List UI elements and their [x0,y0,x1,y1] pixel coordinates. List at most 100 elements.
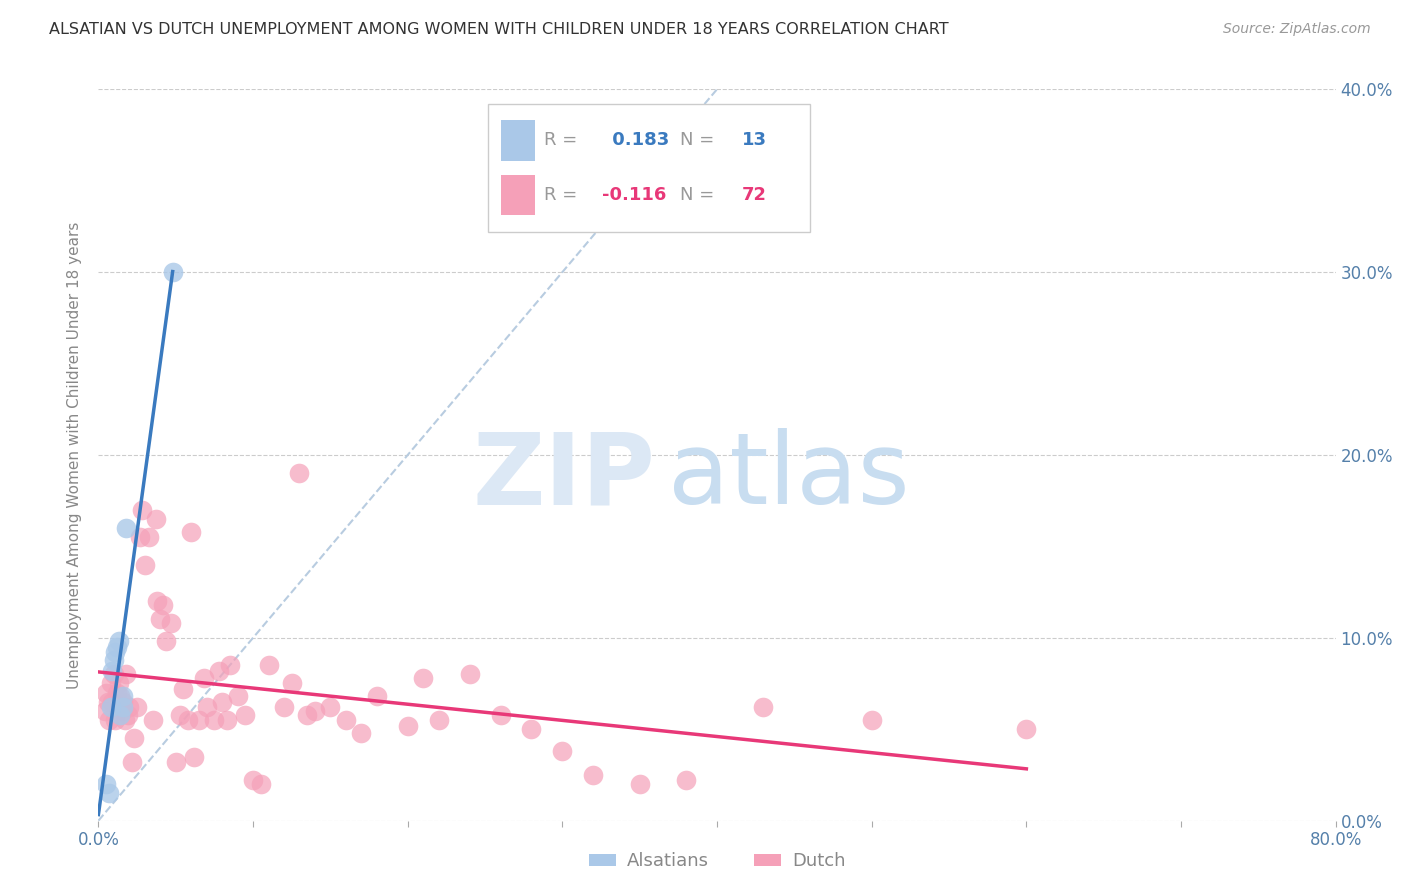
Point [100,676,122,690]
Point [98,786,121,800]
Point [111,704,134,718]
Point [108,690,131,704]
Point [122,731,145,746]
Point [112,700,135,714]
Point [103,653,125,667]
FancyBboxPatch shape [501,175,536,215]
Point [114,713,136,727]
Point [188,713,211,727]
Point [112,695,135,709]
Point [107,634,129,648]
Point [235,707,257,722]
Point [149,613,172,627]
Text: R =: R = [544,131,583,149]
Point [582,768,605,782]
Point [105,685,128,699]
Point [101,664,124,678]
Point [860,713,883,727]
Text: atlas: atlas [668,428,910,525]
Text: ALSATIAN VS DUTCH UNEMPLOYMENT AMONG WOMEN WITH CHILDREN UNDER 18 YEARS CORRELAT: ALSATIAN VS DUTCH UNEMPLOYMENT AMONG WOM… [49,22,949,37]
Point [551,744,574,758]
Point [162,265,184,279]
Y-axis label: Unemployment Among Women with Children Under 18 years: Unemployment Among Women with Children U… [67,221,83,689]
Point [93,704,115,718]
Text: -0.116: -0.116 [602,186,666,204]
Point [319,700,342,714]
FancyBboxPatch shape [488,103,810,232]
Point [1015,723,1038,737]
Point [304,704,326,718]
Point [96,685,118,699]
Point [146,594,169,608]
Point [281,676,304,690]
Point [121,755,143,769]
Point [412,671,434,685]
Point [138,530,160,544]
Point [101,695,124,709]
Point [104,713,127,727]
Point [489,707,512,722]
Point [177,713,200,727]
Point [752,700,775,714]
Point [107,676,129,690]
Point [131,502,153,516]
Point [97,695,120,709]
FancyBboxPatch shape [501,120,536,161]
Point [169,707,191,722]
Legend: Alsatians, Dutch: Alsatians, Dutch [582,845,852,878]
Point [219,658,242,673]
Point [103,667,125,681]
Point [105,640,128,654]
Point [115,521,138,535]
Point [628,777,651,791]
Point [145,512,167,526]
Point [204,713,226,727]
Text: Source: ZipAtlas.com: Source: ZipAtlas.com [1223,22,1371,37]
Point [112,690,135,704]
Point [366,690,388,704]
Point [335,713,357,727]
Text: 0.183: 0.183 [606,131,669,149]
Point [173,681,195,696]
Point [142,713,165,727]
Point [195,700,218,714]
Text: N =: N = [681,131,720,149]
Point [288,466,311,480]
Point [427,713,450,727]
Point [155,634,177,648]
Text: N =: N = [681,186,720,204]
Point [104,645,127,659]
Point [115,667,138,681]
Point [127,700,149,714]
Point [100,700,122,714]
Point [675,773,697,788]
Point [257,658,280,673]
Point [215,713,238,727]
Text: R =: R = [544,186,583,204]
Point [520,723,543,737]
Point [193,671,215,685]
Point [208,664,231,678]
Point [108,707,131,722]
Point [160,616,183,631]
Point [250,777,273,791]
Text: ZIP: ZIP [472,428,655,525]
Text: 13: 13 [742,131,766,149]
Point [165,755,187,769]
Point [98,713,121,727]
Point [396,718,419,732]
Point [129,530,152,544]
Point [273,700,295,714]
Point [117,707,139,722]
Point [183,749,205,764]
Point [458,667,481,681]
Point [226,690,249,704]
Point [152,598,174,612]
Point [134,558,156,572]
Point [96,777,118,791]
Text: 72: 72 [742,186,766,204]
Point [242,773,264,788]
Point [297,707,319,722]
Point [118,700,141,714]
Point [211,695,233,709]
